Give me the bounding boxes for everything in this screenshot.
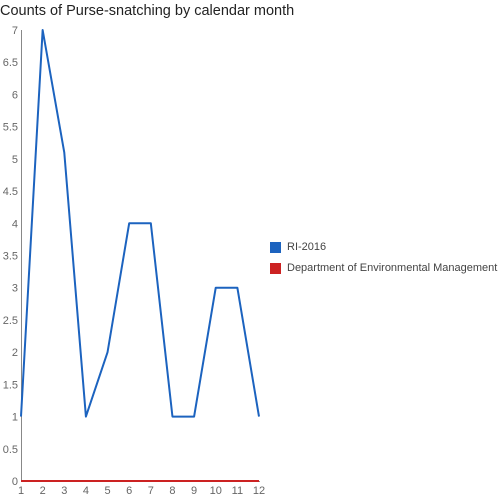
x-tick-label: 6 bbox=[126, 485, 132, 497]
y-tick-label: 3 bbox=[12, 283, 18, 295]
legend-swatch-dem bbox=[270, 263, 281, 274]
x-tick-label: 11 bbox=[232, 485, 243, 497]
series-line-ri-2016[interactable] bbox=[21, 30, 259, 417]
y-tick-label: 5.5 bbox=[3, 122, 18, 134]
x-tick-label: 7 bbox=[148, 485, 154, 497]
y-tick-label: 7 bbox=[12, 25, 18, 37]
legend-label-dem: Department of Environmental Management bbox=[287, 262, 497, 274]
y-tick-label: 4.5 bbox=[3, 186, 18, 198]
x-tick-label: 12 bbox=[253, 485, 265, 497]
x-tick-label: 1 bbox=[18, 485, 24, 497]
y-tick-label: 6.5 bbox=[3, 57, 18, 69]
y-tick-label: 4 bbox=[12, 218, 18, 230]
x-tick-label: 4 bbox=[83, 485, 89, 497]
series-layer bbox=[21, 30, 259, 481]
legend: RI-2016 Department of Environmental Mana… bbox=[270, 238, 497, 280]
y-tick-label: 2 bbox=[12, 347, 18, 359]
y-tick-label: 6 bbox=[12, 89, 18, 101]
x-tick-label: 3 bbox=[61, 485, 67, 497]
legend-item-ri-2016[interactable]: RI-2016 bbox=[270, 238, 497, 256]
x-axis: 1 2 3 4 5 6 7 8 9 10 11 12 bbox=[18, 482, 265, 498]
x-tick-label: 8 bbox=[169, 485, 175, 497]
y-tick-label: 1 bbox=[12, 412, 18, 424]
legend-label-ri-2016: RI-2016 bbox=[287, 241, 326, 253]
y-axis: 00.511.522.533.544.555.566.57 bbox=[3, 25, 22, 488]
x-tick-label: 2 bbox=[40, 485, 46, 497]
legend-swatch-ri-2016 bbox=[270, 242, 281, 253]
x-tick-label: 5 bbox=[104, 485, 110, 497]
y-tick-label: 2.5 bbox=[3, 315, 18, 327]
legend-item-dem[interactable]: Department of Environmental Management bbox=[270, 259, 497, 277]
x-tick-label: 10 bbox=[210, 485, 222, 497]
y-tick-label: 5 bbox=[12, 154, 18, 166]
x-tick-label: 9 bbox=[191, 485, 197, 497]
y-tick-label: 3.5 bbox=[3, 251, 18, 263]
x-tick-labels: 1 2 3 4 5 6 7 8 9 10 11 12 bbox=[18, 485, 265, 497]
y-tick-labels: 00.511.522.533.544.555.566.57 bbox=[3, 25, 18, 488]
y-tick-label: 1.5 bbox=[3, 379, 18, 391]
y-tick-label: 0.5 bbox=[3, 444, 18, 456]
